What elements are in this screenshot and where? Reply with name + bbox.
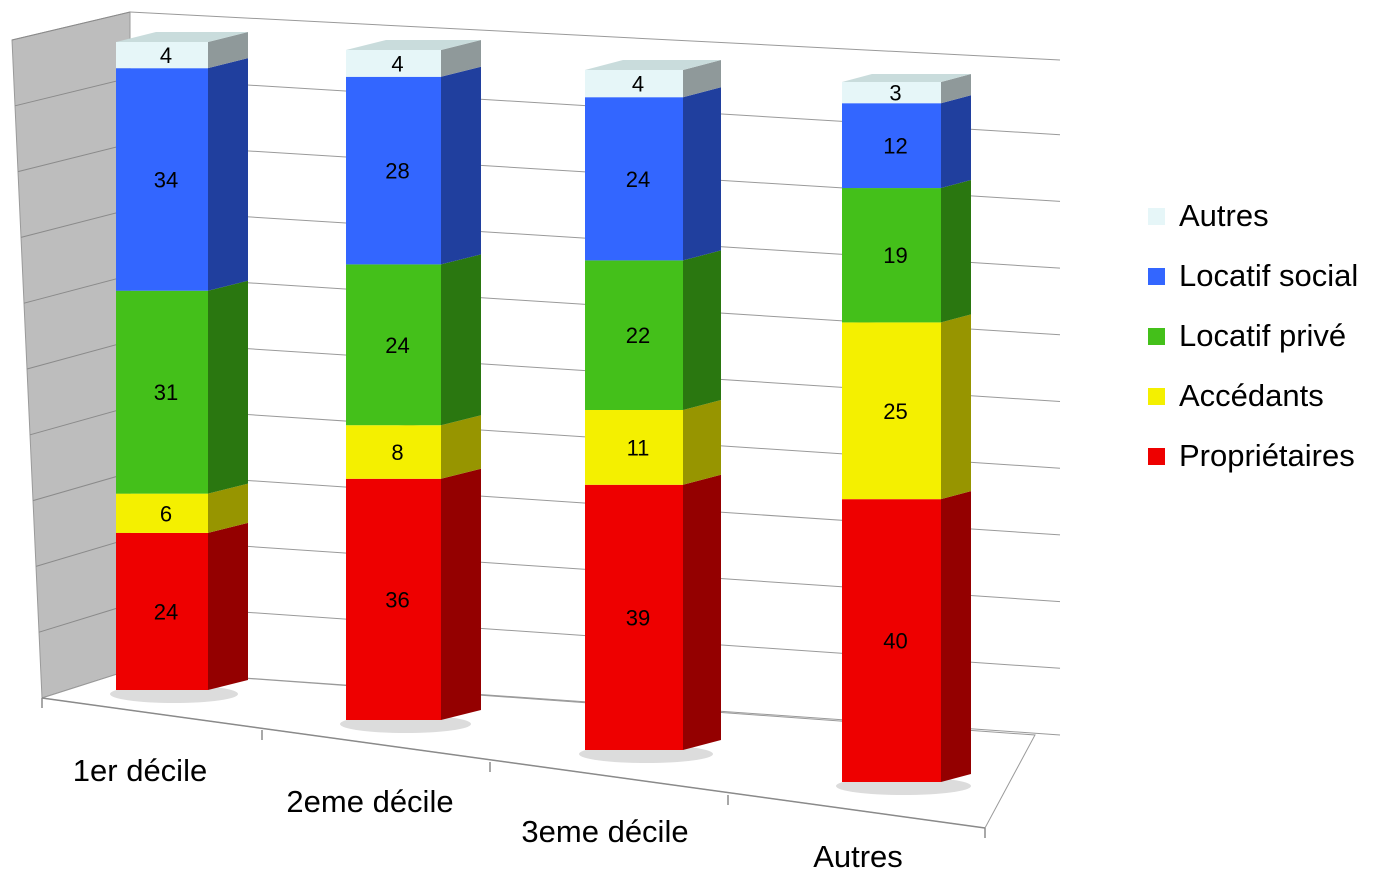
- legend-swatch-proprietaires: [1148, 447, 1165, 465]
- bar-autres-locatif-social-side: [941, 95, 971, 189]
- data-label-2eme-decile-autres: 4: [391, 51, 403, 76]
- data-label-3eme-decile-locatif-social: 24: [626, 167, 650, 192]
- chart-plot-area: 24 6 31 34 4 36 8 24 28 4 39 11 22 24 4 40 25 19 12 3 1er dé…: [11, 11, 1061, 874]
- data-label-1er-decile-autres: 4: [160, 43, 172, 68]
- side-gridline: [29, 406, 131, 436]
- bar-3eme-decile-locatif-social-side: [683, 87, 721, 261]
- bar-3eme-decile-locatif-prive: [585, 260, 683, 410]
- side-gridline: [35, 537, 131, 567]
- bar-3eme-decile-accedants: [585, 410, 683, 485]
- bar-3eme-decile-autres: [585, 70, 683, 98]
- bar-autres-accedants-side: [941, 314, 971, 500]
- bar-autres-locatif-prive: [842, 188, 941, 323]
- bar-2eme-decile-autres: [346, 50, 441, 77]
- bar-autres-autres-top: [842, 74, 971, 82]
- side-gridline: [32, 472, 131, 502]
- bar-2eme-decile-proprietaires: [346, 478, 441, 720]
- bar-autres-autres-side: [941, 74, 971, 104]
- bar-3eme-decile-locatif-social: [585, 97, 683, 261]
- data-label-autres-autres: 3: [889, 81, 901, 106]
- bar-2eme-decile-autres-top: [346, 40, 481, 50]
- side-gridline: [14, 77, 131, 107]
- legend-swatch-autres: [1148, 207, 1165, 225]
- bar-2eme-decile-accedants-side: [441, 415, 481, 479]
- bar-1er-decile-locatif-social: [116, 68, 208, 291]
- legend-label-accedants: Accédants: [1179, 378, 1324, 413]
- data-label-3eme-decile-accedants: 11: [627, 435, 650, 460]
- side-gridline: [23, 274, 131, 304]
- data-label-3eme-decile-proprietaires: 39: [626, 605, 650, 630]
- bar-1er-decile-autres: [116, 42, 208, 69]
- bar-autres-locatif-prive-side: [941, 180, 971, 323]
- x-tick-label-2eme-decile: 2eme décile: [286, 784, 453, 819]
- data-label-autres-proprietaires: 40: [883, 629, 907, 654]
- bar-3eme-decile-accedants-side: [683, 400, 721, 485]
- bar-2eme-decile-proprietaires-side: [441, 468, 481, 720]
- bar-2eme-decile-accedants: [346, 425, 441, 479]
- bar-2eme-decile-locatif-prive: [346, 264, 441, 426]
- bar-2eme-decile-autres-side: [441, 40, 481, 77]
- bar-1er-decile-autres-side: [208, 32, 248, 69]
- bar-3eme-decile-locatif-prive-side: [683, 250, 721, 410]
- side-gridline: [26, 340, 131, 370]
- side-gridline: [17, 143, 131, 173]
- side-gridline: [11, 11, 131, 41]
- gridline: [129, 11, 1061, 61]
- legend-swatch-locatif-social: [1148, 267, 1165, 285]
- data-label-2eme-decile-accedants: 8: [391, 440, 403, 465]
- x-tick-label-1er-decile: 1er décile: [73, 753, 207, 788]
- bar-1er-decile-accedants-side: [208, 483, 248, 533]
- data-label-autres-locatif-social: 12: [883, 134, 907, 159]
- bar-1er-decile-autres-top: [116, 32, 248, 42]
- bar-autres-accedants: [842, 322, 941, 500]
- bar-3eme-decile-proprietaires: [585, 484, 683, 750]
- bar-1er-decile-accedants: [116, 493, 208, 533]
- bar-autres-proprietaires-side: [941, 491, 971, 782]
- data-label-autres-locatif-prive: 19: [883, 243, 907, 268]
- bar-2eme-decile-locatif-prive-side: [441, 254, 481, 426]
- bar-1er-decile-locatif-prive-side: [208, 280, 248, 494]
- bar-1er-decile-locatif-social-side: [208, 58, 248, 291]
- bar-1er-decile-proprietaires: [116, 532, 208, 690]
- data-label-2eme-decile-locatif-prive: 24: [385, 333, 409, 358]
- data-label-3eme-decile-autres: 4: [632, 72, 644, 97]
- data-label-2eme-decile-locatif-social: 28: [385, 159, 409, 184]
- legend-label-autres: Autres: [1179, 198, 1269, 233]
- legend-item-autres: Autres: [1148, 186, 1358, 246]
- side-gridline: [20, 208, 131, 238]
- legend-swatch-locatif-prive: [1148, 327, 1165, 345]
- data-label-1er-decile-accedants: 6: [160, 501, 172, 526]
- legend-label-locatif-social: Locatif social: [1179, 258, 1359, 293]
- bar-3eme-decile-autres-top: [585, 60, 721, 70]
- data-label-1er-decile-locatif-social: 34: [154, 167, 178, 192]
- x-tick-label-autres: Autres: [813, 839, 903, 870]
- bar-1er-decile-locatif-prive: [116, 290, 208, 494]
- data-label-autres-accedants: 25: [883, 399, 907, 424]
- bar-3eme-decile-proprietaires-side: [683, 474, 721, 750]
- legend-item-proprietaires: Propriétaires: [1148, 426, 1358, 486]
- bar-autres-autres: [842, 82, 941, 104]
- bar-autres-proprietaires: [842, 499, 941, 782]
- x-tick-label-3eme-decile: 3eme décile: [521, 814, 688, 849]
- data-label-2eme-decile-proprietaires: 36: [385, 587, 409, 612]
- side-wall: [11, 11, 131, 699]
- bar-2eme-decile-locatif-social-side: [441, 66, 481, 265]
- bar-2eme-decile-locatif-social: [346, 76, 441, 265]
- bar-autres-locatif-social: [842, 103, 941, 189]
- bar-1er-decile-proprietaires-side: [208, 522, 248, 690]
- legend-label-proprietaires: Propriétaires: [1179, 438, 1355, 473]
- data-label-1er-decile-proprietaires: 24: [154, 599, 178, 624]
- data-label-3eme-decile-locatif-prive: 22: [626, 323, 650, 348]
- x-axis-line: [41, 697, 986, 829]
- bar-3eme-decile-autres-side: [683, 60, 721, 98]
- legend-swatch-accedants: [1148, 387, 1165, 405]
- chart-legend: Autres Locatif social Locatif privé Accé…: [1148, 186, 1358, 486]
- data-label-1er-decile-locatif-prive: 31: [154, 380, 178, 405]
- legend-item-accedants: Accédants: [1148, 366, 1358, 426]
- legend-label-locatif-prive: Locatif privé: [1179, 318, 1347, 353]
- side-gridline: [38, 603, 131, 633]
- legend-item-locatif-social: Locatif social: [1148, 246, 1358, 306]
- legend-item-locatif-prive: Locatif privé: [1148, 306, 1358, 366]
